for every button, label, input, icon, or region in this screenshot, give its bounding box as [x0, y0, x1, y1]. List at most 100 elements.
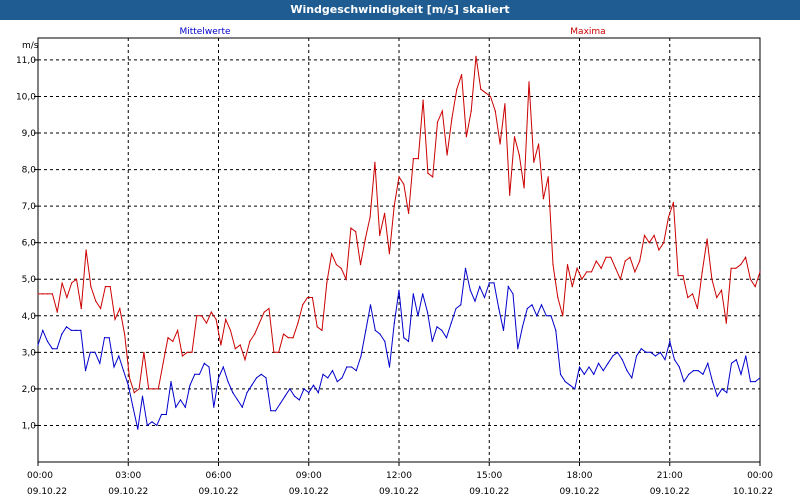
data-point-maxima — [639, 260, 641, 262]
data-points — [37, 55, 761, 430]
data-point-mittelwerte — [692, 370, 695, 372]
data-point-mittelwerte — [232, 392, 234, 394]
data-point-mittelwerte — [512, 293, 514, 295]
y-tick-label: 11,0 — [16, 56, 36, 66]
data-point-maxima — [249, 340, 251, 342]
data-point-mittelwerte — [635, 355, 638, 357]
data-point-mittelwerte — [474, 300, 476, 302]
data-point-mittelwerte — [464, 267, 467, 269]
data-point-mittelwerte — [208, 366, 210, 368]
data-point-mittelwerte — [293, 395, 296, 397]
data-point-mittelwerte — [507, 286, 509, 288]
x-tick-time: 12:00 — [386, 471, 412, 481]
data-point-maxima — [648, 242, 650, 244]
data-point-mittelwerte — [569, 384, 571, 386]
data-point-maxima — [658, 249, 660, 251]
data-point-maxima — [47, 293, 49, 295]
data-point-mittelwerte — [198, 373, 201, 375]
data-point-mittelwerte — [374, 329, 376, 331]
data-point-maxima — [186, 351, 188, 353]
data-point-mittelwerte — [89, 351, 91, 353]
data-point-mittelwerte — [536, 315, 538, 317]
data-point-maxima — [667, 216, 670, 218]
data-point-maxima — [388, 253, 390, 255]
data-point-mittelwerte — [108, 337, 110, 339]
data-point-mittelwerte — [308, 392, 310, 394]
data-point-mittelwerte — [213, 406, 215, 408]
data-point-mittelwerte — [274, 410, 277, 412]
data-point-maxima — [494, 110, 496, 112]
data-point-maxima — [615, 267, 617, 269]
data-point-maxima — [196, 315, 198, 317]
data-point-maxima — [210, 311, 212, 313]
data-point-mittelwerte — [37, 344, 39, 346]
data-point-mittelwerte — [327, 377, 329, 379]
data-point-maxima — [42, 293, 44, 295]
data-point-mittelwerte — [412, 293, 414, 295]
data-point-mittelwerte — [360, 355, 362, 357]
data-point-maxima — [85, 249, 87, 251]
x-tick-date: 09.10.22 — [650, 487, 690, 497]
data-point-maxima — [687, 296, 689, 299]
data-point-maxima — [730, 267, 732, 269]
grid-lines — [38, 38, 760, 462]
data-point-mittelwerte — [683, 381, 685, 383]
data-point-maxima — [316, 326, 318, 328]
data-point-mittelwerte — [80, 329, 82, 331]
data-point-maxima — [725, 322, 727, 324]
data-point-mittelwerte — [450, 322, 452, 324]
data-point-mittelwerte — [179, 399, 182, 401]
data-point-mittelwerte — [56, 348, 58, 350]
data-point-maxima — [542, 198, 545, 200]
data-point-maxima — [133, 392, 135, 394]
data-point-mittelwerte — [113, 366, 115, 368]
data-point-mittelwerte — [236, 399, 239, 401]
data-point-maxima — [475, 55, 477, 57]
data-point-maxima — [499, 143, 501, 145]
data-point-mittelwerte — [265, 377, 267, 379]
data-point-maxima — [441, 110, 443, 112]
data-point-maxima — [114, 318, 116, 320]
data-point-mittelwerte — [640, 348, 642, 350]
data-point-maxima — [345, 278, 347, 280]
data-point-mittelwerte — [312, 384, 315, 386]
data-point-mittelwerte — [711, 381, 714, 383]
data-point-maxima — [600, 267, 602, 269]
data-point-mittelwerte — [122, 370, 125, 372]
data-point-maxima — [268, 307, 270, 310]
data-point-mittelwerte — [251, 384, 253, 386]
data-point-mittelwerte — [184, 406, 186, 408]
data-point-mittelwerte — [540, 304, 543, 306]
data-point-maxima — [754, 286, 756, 288]
data-point-maxima — [143, 351, 145, 353]
data-point-mittelwerte — [583, 373, 585, 375]
y-tick-label: 7,0 — [22, 202, 37, 212]
data-point-mittelwerte — [707, 362, 709, 364]
data-point-maxima — [513, 136, 516, 138]
data-point-mittelwerte — [141, 395, 144, 397]
y-tick-label: 9,0 — [22, 129, 37, 139]
data-point-mittelwerte — [422, 293, 424, 295]
data-point-maxima — [581, 278, 583, 280]
data-point-mittelwerte — [759, 377, 761, 379]
chart-title: Windgeschwindigkeit [m/s] skaliert — [0, 0, 800, 20]
data-point-mittelwerte — [398, 289, 400, 291]
data-point-mittelwerte — [46, 340, 49, 342]
data-point-maxima — [504, 103, 506, 105]
data-point-maxima — [311, 296, 313, 299]
data-point-maxima — [677, 275, 679, 277]
data-point-mittelwerte — [498, 307, 500, 310]
data-point-maxima — [191, 351, 193, 353]
y-axis-ticks: 1,0 2,0 3,0 4,0 5,0 6,0 7,0 8,0 9,0 10,0 11,0 — [16, 56, 38, 431]
data-point-maxima — [634, 271, 636, 273]
data-point-maxima — [533, 161, 535, 163]
data-point-maxima — [720, 289, 723, 291]
data-point-mittelwerte — [170, 381, 172, 383]
data-point-maxima — [643, 234, 646, 236]
data-point-maxima — [470, 110, 472, 112]
y-tick-label: 6,0 — [22, 239, 37, 249]
data-point-maxima — [624, 260, 626, 262]
data-point-maxima — [350, 227, 352, 229]
data-point-mittelwerte — [65, 326, 68, 328]
data-point-mittelwerte — [673, 359, 676, 361]
